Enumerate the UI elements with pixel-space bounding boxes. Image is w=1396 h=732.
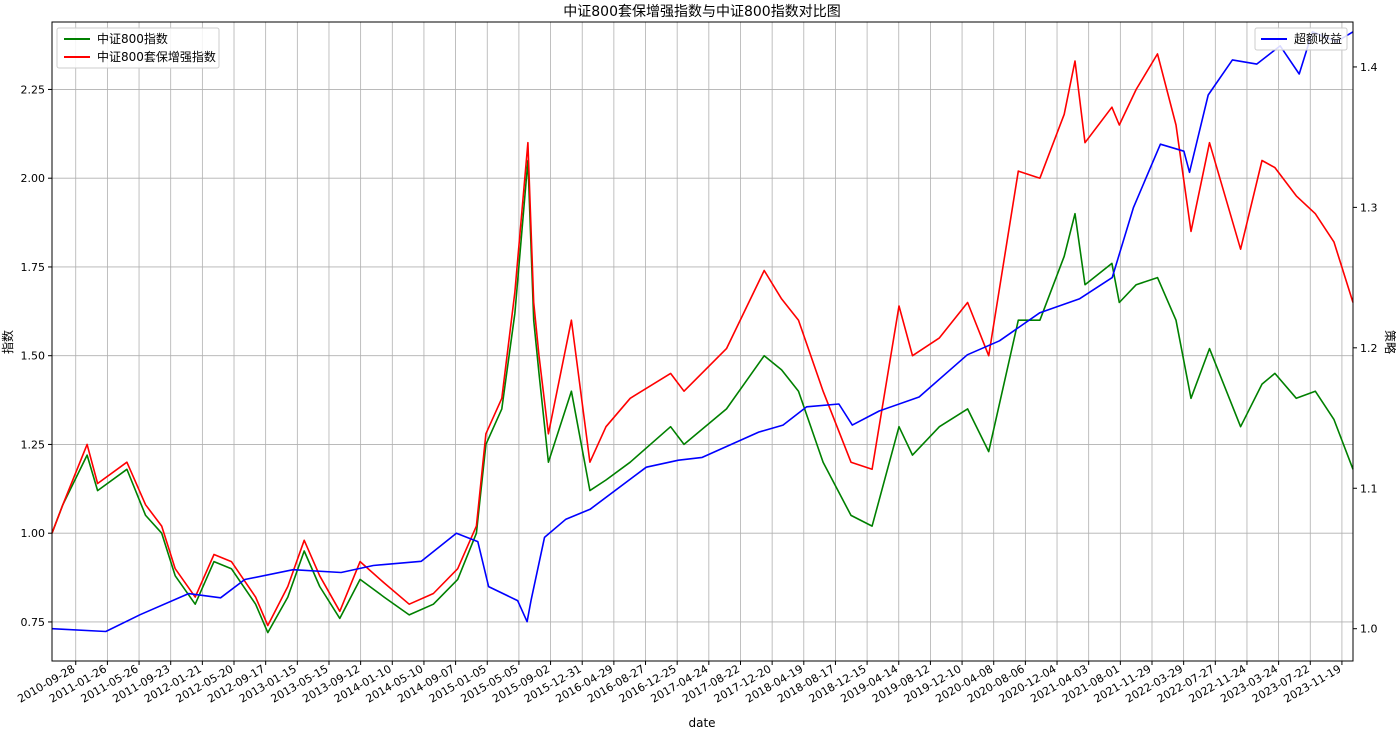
legend-label-hedge: 中证800套保增强指数 <box>97 49 216 64</box>
y-left-tick-label: 1.25 <box>21 438 46 451</box>
legend-right: 超额收益 <box>1254 27 1348 51</box>
y-right-tick-label: 1.3 <box>1360 201 1378 214</box>
legend-left: 中证800指数 中证800套保增强指数 <box>56 27 220 69</box>
y-axis-left: 0.75 1.00 1.25 1.50 1.75 2.00 2.25 <box>21 83 52 629</box>
chart-title: 中证800套保增强指数与中证800指数对比图 <box>563 4 840 20</box>
y-axis-left-label: 指数 <box>0 330 15 354</box>
series-line-hedge-enhanced <box>51 53 1354 627</box>
legend-right-box <box>1254 27 1348 51</box>
grid-layer <box>52 22 1353 661</box>
y-left-tick-label: 1.00 <box>21 527 46 540</box>
series-line-excess-return <box>51 30 1354 633</box>
y-right-tick-label: 1.2 <box>1360 342 1378 355</box>
series-layer <box>51 30 1354 634</box>
legend-label-excess: 超额收益 <box>1294 31 1342 46</box>
y-left-tick-label: 2.00 <box>21 172 46 185</box>
y-right-tick-label: 1.4 <box>1360 61 1378 74</box>
y-left-tick-label: 0.75 <box>21 616 46 629</box>
y-left-tick-label: 2.25 <box>21 83 46 96</box>
y-left-tick-label: 1.75 <box>21 261 46 274</box>
y-left-tick-label: 1.50 <box>21 350 46 363</box>
legend-label-csi800: 中证800指数 <box>97 31 168 46</box>
plot-frame <box>51 21 1354 662</box>
y-axis-right-label: 策略 <box>1383 330 1396 354</box>
legend-left-box <box>56 27 220 69</box>
x-axis-label: date <box>688 716 715 730</box>
y-right-tick-label: 1.0 <box>1360 623 1378 636</box>
y-axis-right: 1.0 1.1 1.2 1.3 1.4 <box>1353 61 1378 636</box>
series-line-csi800 <box>51 159 1354 634</box>
y-right-tick-label: 1.1 <box>1360 482 1378 495</box>
